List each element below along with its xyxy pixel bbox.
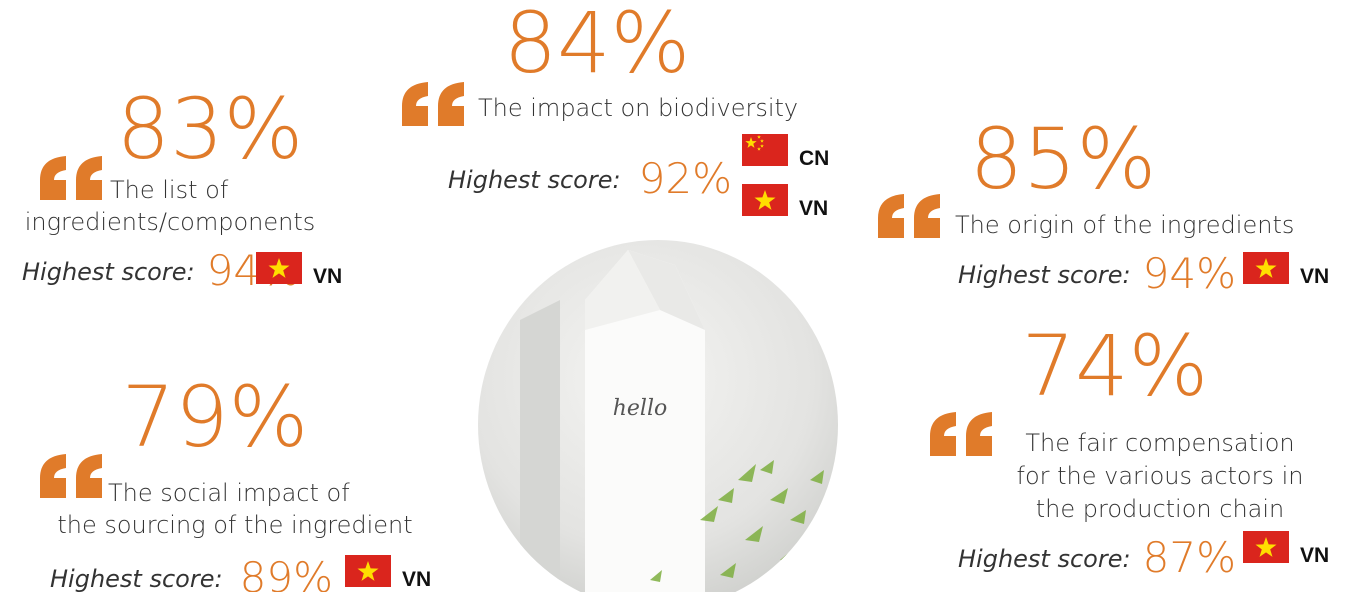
stat-description: The list of [110, 176, 229, 204]
stat-percent: 85% [970, 110, 1157, 208]
highest-score-value: 94% [1143, 249, 1236, 298]
highest-score-value: 87% [1143, 533, 1236, 582]
stat-description: The social impact of [108, 479, 350, 507]
stat-description: The fair compensation [1025, 429, 1294, 457]
quote-mark [930, 412, 992, 456]
page: {"items": [ {"percent": "83%", "lines": … [0, 0, 1367, 592]
highest-score-value: 92% [639, 154, 732, 203]
highest-score-value: 89% [240, 553, 333, 592]
highest-score-label: Highest score: [958, 545, 1131, 573]
country-code: VN [313, 265, 342, 288]
country-code: VN [1300, 544, 1329, 567]
image-text: hello [613, 396, 668, 421]
flag-field [742, 134, 788, 166]
quote-mark [40, 454, 102, 498]
infographic: hello 83%The list of ingredients/componen… [0, 0, 1367, 592]
flag [1243, 531, 1289, 563]
highest-score-label: Highest score: [448, 166, 621, 194]
stat-percent: 84% [504, 0, 691, 92]
highest-score-label: Highest score: [958, 261, 1131, 289]
stat-description: The impact on biodiversity [478, 94, 798, 122]
highest-score-label: Highest score: [22, 258, 195, 286]
quote-mark [402, 82, 464, 126]
stat-description: ingredients/components [25, 208, 316, 236]
flag [345, 555, 391, 587]
country-code: VN [402, 568, 431, 591]
stat-block: 84%The impact on biodiversity Highest sco… [402, 0, 829, 220]
stat-description: the sourcing of the ingredient [57, 511, 412, 539]
stat-description: the production chain [1036, 495, 1285, 523]
stat-description: for the various actors in [1017, 462, 1304, 490]
stat-percent: 74% [1022, 317, 1209, 415]
highest-score-label: Highest score: [50, 565, 223, 592]
stat-block: 74% The fair compensation for the various … [930, 317, 1329, 582]
stat-percent: 83% [117, 80, 304, 178]
flag [742, 134, 788, 166]
stat-block: 79% The social impact of the sourcing of t… [40, 368, 431, 592]
country-code: VN [1300, 265, 1329, 288]
country-code: CN [799, 147, 829, 170]
flag [256, 252, 302, 284]
country-code: VN [799, 197, 828, 220]
flag [742, 184, 788, 216]
quote-mark [878, 194, 940, 238]
product-photo: hello [470, 230, 850, 592]
flag [1243, 252, 1289, 284]
quote-mark [40, 156, 102, 200]
stat-percent: 79% [122, 368, 309, 466]
stat-description: The origin of the ingredients [955, 211, 1294, 239]
stat-block: 83%The list of ingredients/components High… [22, 80, 342, 295]
stat-block: 85% The origin of the ingredients Highest … [878, 110, 1329, 298]
